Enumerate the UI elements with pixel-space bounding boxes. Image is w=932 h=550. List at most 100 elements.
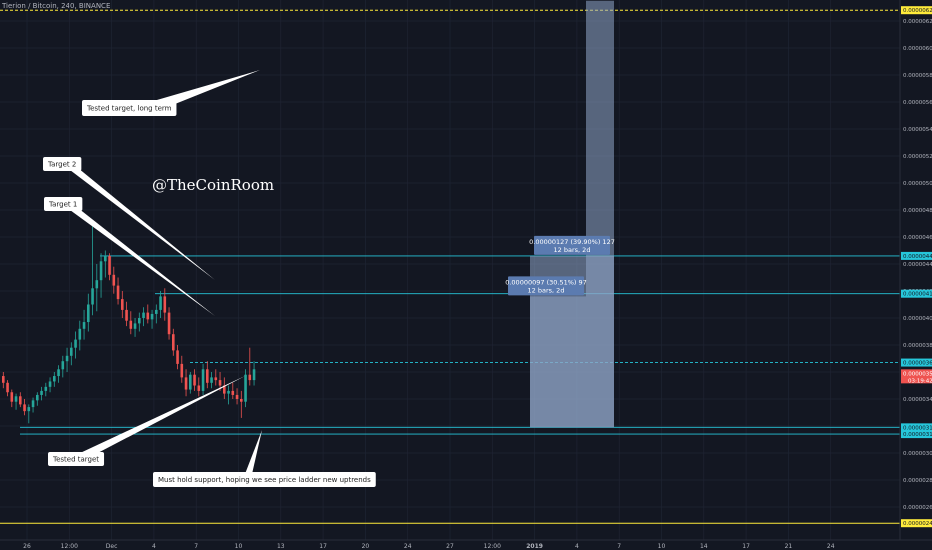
x-tick-label: 4	[152, 543, 156, 550]
candle-body	[79, 329, 82, 340]
candle-body	[32, 400, 35, 407]
candle-body	[185, 377, 188, 389]
price-level-label: 0.00000314	[903, 432, 932, 438]
candle-body	[168, 313, 171, 335]
x-tick-label: 7	[194, 543, 198, 550]
candle-body	[202, 369, 205, 391]
x-tick-label: 17	[742, 543, 750, 550]
candle-body	[66, 356, 69, 361]
callout-pointer	[78, 376, 245, 456]
x-tick-label: Dec	[106, 543, 118, 550]
candle-body	[189, 375, 192, 390]
x-tick-label: 2019	[526, 543, 543, 550]
callout-text: Target 1	[48, 201, 77, 209]
price-level-label: 0.00000367	[903, 361, 932, 367]
candle-body	[36, 395, 39, 400]
y-tick-label: 0.00000600	[903, 46, 932, 52]
x-tick-label: 27	[446, 543, 454, 550]
candle-body	[147, 313, 150, 320]
candle-body	[249, 375, 252, 380]
candle-body	[28, 407, 31, 411]
x-tick-label: 10	[658, 543, 666, 550]
candle-body	[206, 369, 209, 383]
measurement-boxes: 0.00000316 (99.11%) 31612 bars, 2d0.0000…	[505, 0, 643, 427]
price-level-label: 0.00000628	[903, 8, 932, 14]
measurement-label: 0.00000097 (30.51%) 97	[505, 278, 587, 286]
candle-body	[193, 375, 196, 386]
callout-text: Tested target	[52, 456, 99, 464]
candle-body	[125, 310, 128, 321]
watermark-text: @TheCoinRoom	[152, 176, 274, 194]
candle-body	[253, 369, 256, 380]
callout-text: Must hold support, hoping we see price l…	[158, 476, 371, 484]
candle-body	[6, 383, 9, 392]
candle-body	[134, 323, 137, 328]
candle-body	[19, 396, 22, 404]
candle-body	[113, 275, 116, 286]
callout-text: Target 2	[47, 161, 76, 169]
candle-body	[117, 286, 120, 300]
candle-body	[100, 261, 103, 280]
x-tick-label: 24	[827, 543, 835, 550]
candle-body	[70, 348, 73, 356]
candle-body	[2, 376, 5, 383]
candle-body	[40, 391, 43, 395]
candle-body	[159, 296, 162, 310]
y-axis-panel	[900, 0, 932, 550]
candle-body	[236, 395, 239, 399]
callout-pointer	[245, 430, 262, 474]
candle-body	[15, 396, 18, 401]
x-axis: 26 12:00 Dec 4 7 10 13 17 20 24 27 12:00 2019 4 7 10 14 1…	[0, 540, 932, 550]
candle-body	[49, 381, 52, 386]
x-tick-label: 21	[785, 543, 793, 550]
x-tick-label: 24	[404, 543, 412, 550]
candle-body	[176, 350, 179, 364]
candle-body	[104, 256, 107, 261]
x-tick-label: 14	[700, 543, 708, 550]
candle-body	[83, 322, 86, 329]
candle-body	[23, 404, 26, 411]
candle-body	[142, 313, 145, 318]
candle-body	[138, 318, 141, 323]
countdown-label: 03:19:42	[908, 378, 932, 384]
y-axis: 0.000006400.000006200.000006000.00000580…	[900, 0, 932, 550]
grid	[0, 0, 900, 540]
x-tick-label: 4	[575, 543, 579, 550]
candle-body	[227, 391, 230, 394]
measurement-label: 0.00000127 (39.90%) 127	[529, 238, 615, 246]
candle-body	[74, 340, 77, 348]
candle-body	[172, 334, 175, 350]
candle-body	[151, 314, 154, 319]
candle-body	[215, 377, 218, 380]
x-tick-label: 17	[319, 543, 327, 550]
candle-body	[240, 399, 243, 402]
candle-body	[121, 299, 124, 310]
candle-body	[130, 321, 133, 329]
candle-body	[210, 377, 213, 382]
candle-body	[57, 369, 60, 376]
candle-body	[96, 280, 99, 288]
callout-text: Tested target, long term	[86, 105, 172, 113]
current-price-label: 0.00000359	[903, 371, 932, 377]
x-tick-label: 13	[277, 543, 285, 550]
candle-body	[108, 256, 111, 275]
y-tick-label: 0.00000340	[903, 397, 932, 403]
candle-body	[62, 361, 65, 369]
x-tick-label: 20	[362, 543, 370, 550]
price-level-label: 0.00000446	[903, 254, 932, 260]
candle-body	[155, 310, 158, 314]
candle-body	[198, 386, 201, 391]
x-tick-label: 7	[617, 543, 621, 550]
